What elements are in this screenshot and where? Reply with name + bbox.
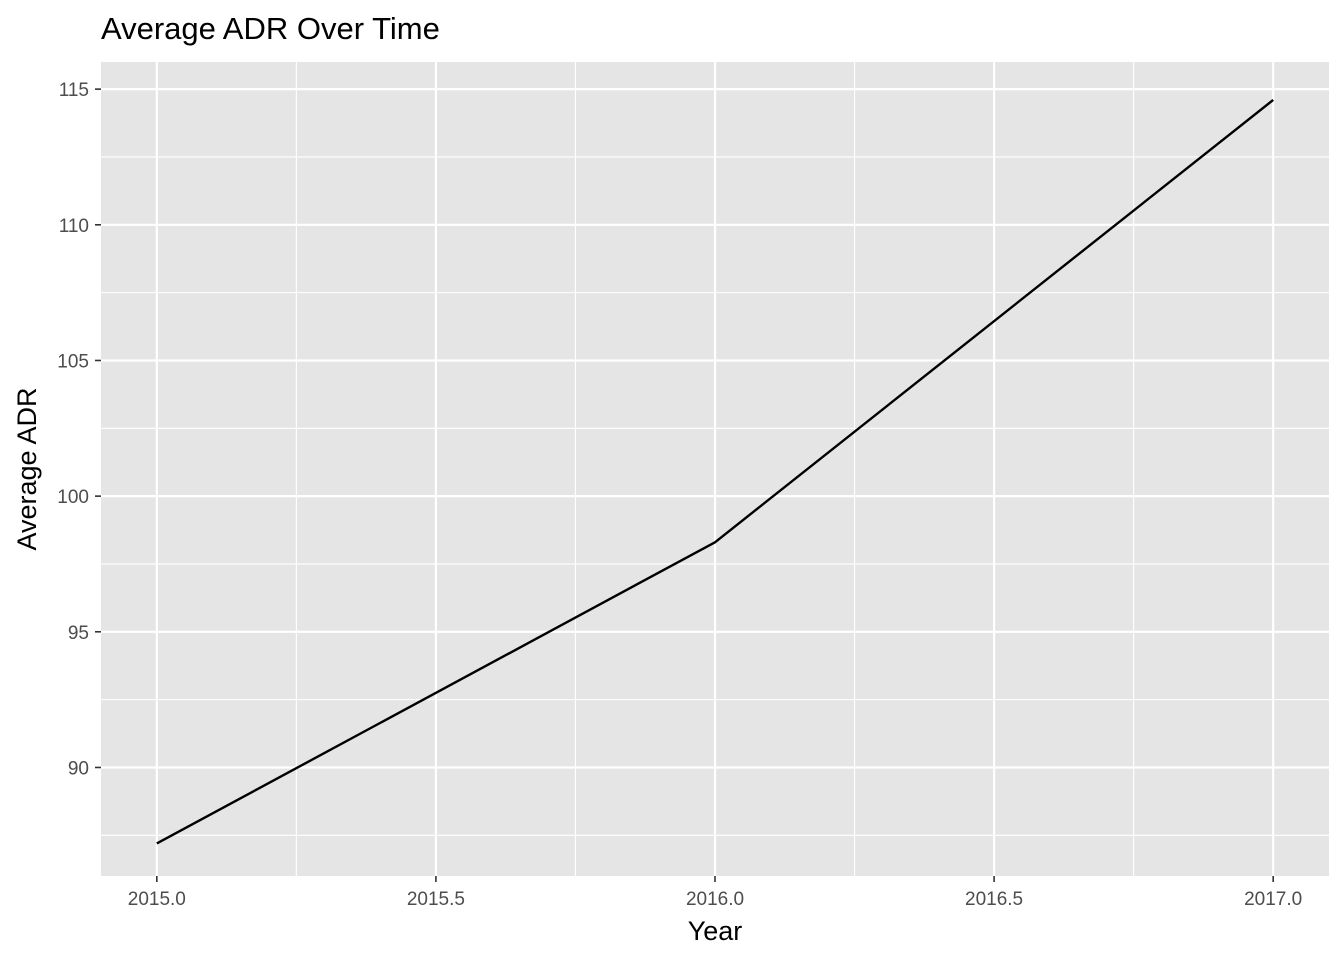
y-tick-label: 115: [59, 80, 89, 101]
chart-title: Average ADR Over Time: [101, 11, 440, 46]
data-series: [156, 99, 1274, 845]
x-tick-label: 2015.5: [407, 889, 465, 910]
y-tick-label: 95: [68, 623, 89, 644]
y-tick-label: 90: [68, 758, 89, 779]
axes: 2015.0 2015.5 2016.0 2016.5 2017.0 90 95 100 105…: [57, 80, 1302, 910]
y-tick-label: 100: [57, 487, 89, 508]
y-tick-label: 110: [59, 216, 89, 237]
series-line: [156, 99, 1274, 845]
x-tick-label: 2017.0: [1244, 889, 1302, 910]
x-tick-label: 2015.0: [128, 889, 186, 910]
grid-lines: [101, 62, 1329, 876]
y-axis-title: Average ADR: [12, 387, 42, 550]
y-tick-label: 105: [57, 351, 89, 372]
x-tick-label: 2016.5: [965, 889, 1023, 910]
x-tick-label: 2016.0: [686, 889, 744, 910]
x-axis-title: Year: [688, 916, 743, 946]
